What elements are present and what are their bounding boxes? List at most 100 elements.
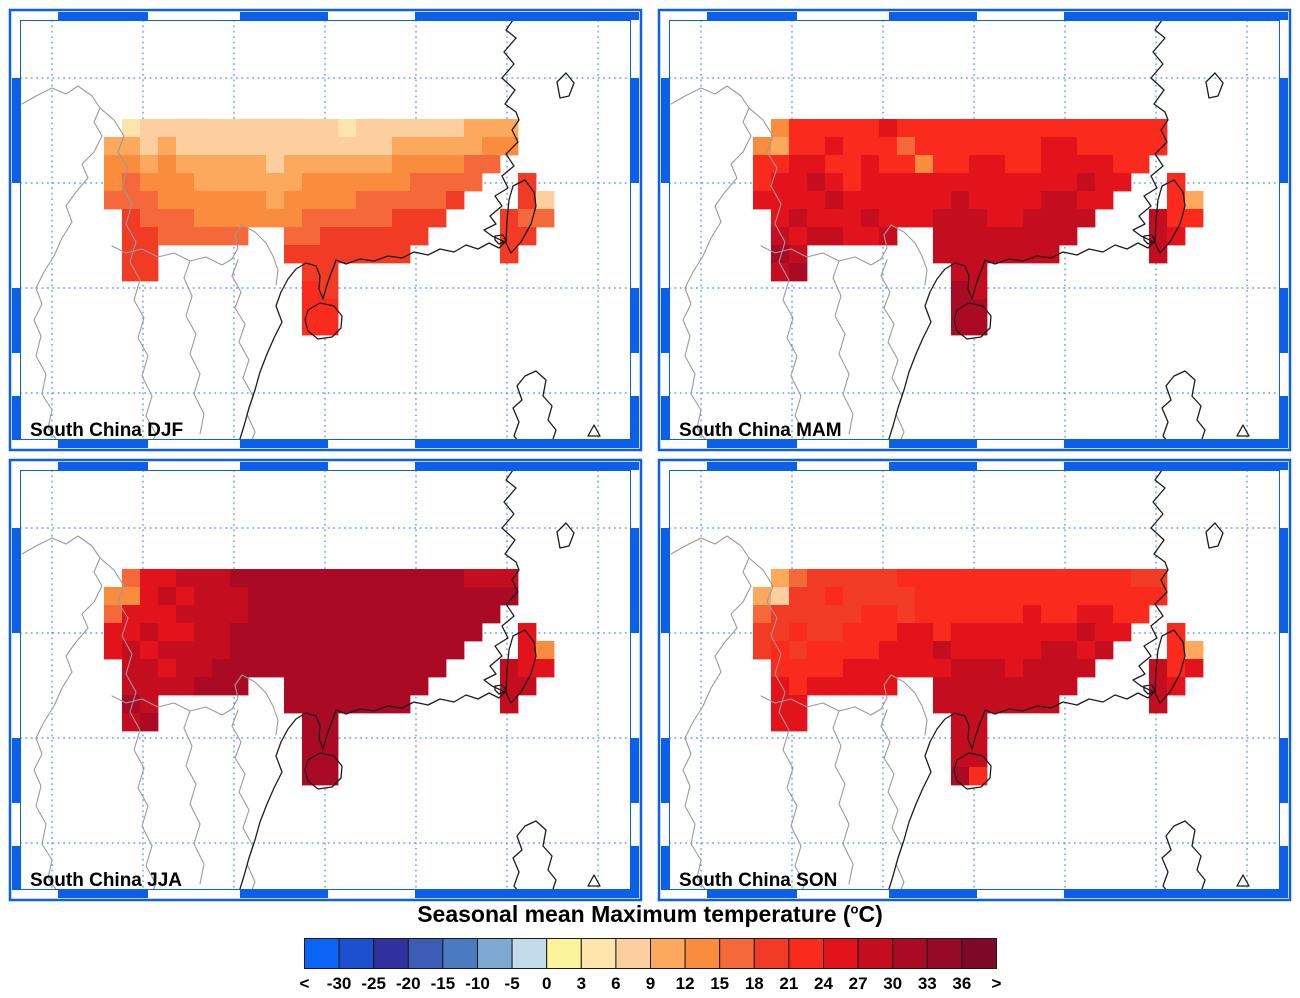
temperature-cell: [320, 659, 339, 678]
temperature-cell: [1041, 695, 1060, 714]
temperature-cell: [861, 119, 880, 138]
map-inner-frame: [20, 470, 631, 890]
temperature-cell: [392, 677, 411, 696]
temperature-cell: [356, 137, 375, 156]
temperature-cell: [987, 245, 1006, 264]
temperature-cell: [266, 587, 285, 606]
coastline-path: [1161, 820, 1206, 889]
temperature-cell: [843, 677, 862, 696]
temperature-cell: [158, 191, 177, 210]
temperature-cell: [807, 173, 826, 192]
temperature-cell: [789, 245, 808, 264]
map-frame-band: [12, 846, 20, 898]
map-frame-band: [661, 738, 669, 803]
temperature-cell: [1095, 623, 1114, 642]
temperature-cell: [392, 137, 411, 156]
temperature-cell: [1185, 641, 1204, 660]
temperature-cell: [122, 623, 141, 642]
temperature-cell: [897, 119, 916, 138]
temperature-cell: [338, 605, 357, 624]
map-frame-band: [58, 440, 148, 448]
degree-superscript: o: [850, 901, 859, 917]
temperature-cell: [807, 677, 826, 696]
temperature-cell: [1113, 137, 1132, 156]
temperature-cell: [500, 587, 519, 606]
temperature-cell: [987, 659, 1006, 678]
temperature-cell: [374, 173, 393, 192]
temperature-cell: [374, 191, 393, 210]
temperature-cell: [230, 191, 249, 210]
coastline-path: [239, 471, 520, 889]
coastline-path: [512, 370, 557, 439]
country-border-path: [231, 259, 256, 439]
temperature-cell: [176, 605, 195, 624]
map-frame-band: [889, 462, 977, 470]
coastline-path: [505, 629, 537, 704]
temperature-cell: [825, 623, 844, 642]
colorbar-tick-label: >: [991, 974, 1002, 993]
temperature-cell: [122, 119, 141, 138]
map-frame-band: [148, 890, 240, 898]
temperature-cell: [140, 155, 159, 174]
temperature-cell: [897, 623, 916, 642]
temperature-cell: [338, 227, 357, 246]
temperature-cell: [1041, 173, 1060, 192]
coastline-path: [1161, 370, 1206, 439]
temperature-cell: [140, 137, 159, 156]
temperature-cell: [176, 641, 195, 660]
map-frame-band: [661, 183, 669, 288]
temperature-cell: [915, 209, 934, 228]
temperature-cell: [753, 623, 772, 642]
temperature-cell: [969, 623, 988, 642]
temperature-cell: [446, 155, 465, 174]
temperature-cell: [1005, 191, 1024, 210]
colorbar-tick-label: 18: [744, 974, 764, 993]
colorbar-tick-label: -20: [396, 974, 421, 993]
temperature-cell: [428, 641, 447, 660]
temperature-cell: [140, 677, 159, 696]
temperature-cell: [212, 569, 231, 588]
coastline-path: [1143, 234, 1156, 245]
map-frame-band: [707, 440, 797, 448]
temperature-cell: [753, 605, 772, 624]
temperature-cell: [320, 155, 339, 174]
temperature-cell: [320, 317, 339, 336]
temperature-cell: [1059, 605, 1078, 624]
temperature-cell: [951, 713, 970, 732]
temperature-cell: [338, 695, 357, 714]
temperature-cell: [1023, 569, 1042, 588]
map-frame-band: [889, 12, 977, 20]
temperature-cell: [1005, 569, 1024, 588]
temperature-cell: [1041, 641, 1060, 660]
temperature-cell: [897, 641, 916, 660]
map-frame-band: [977, 12, 1064, 20]
colorbar-tick-label: 30: [883, 974, 903, 993]
map-outer-frame: [657, 8, 1292, 452]
temperature-cell: [1041, 209, 1060, 228]
temperature-cell: [176, 623, 195, 642]
coastline-path: [1143, 684, 1156, 695]
temperature-cell: [1041, 569, 1060, 588]
temperature-cell: [302, 569, 321, 588]
temperature-cell: [861, 677, 880, 696]
temperature-cell: [933, 119, 952, 138]
temperature-cell: [392, 191, 411, 210]
temperature-cell: [338, 209, 357, 228]
map-inner-frame: [669, 470, 1280, 890]
temperature-cell: [987, 227, 1006, 246]
colorbar-segment: [373, 938, 409, 969]
temperature-cell: [482, 119, 501, 138]
map-frame-band: [1280, 633, 1288, 738]
temperature-cell: [338, 191, 357, 210]
temperature-cell: [861, 155, 880, 174]
map-frame-band: [12, 528, 20, 633]
panel-djf: South China DJF: [8, 8, 643, 452]
coastline-path: [556, 522, 575, 549]
map-frame-band: [328, 12, 415, 20]
temperature-cell: [951, 659, 970, 678]
temperature-cell: [194, 155, 213, 174]
map-frame-band: [240, 890, 328, 898]
temperature-cell: [879, 227, 898, 246]
temperature-cell: [284, 119, 303, 138]
temperature-cell: [536, 641, 555, 660]
